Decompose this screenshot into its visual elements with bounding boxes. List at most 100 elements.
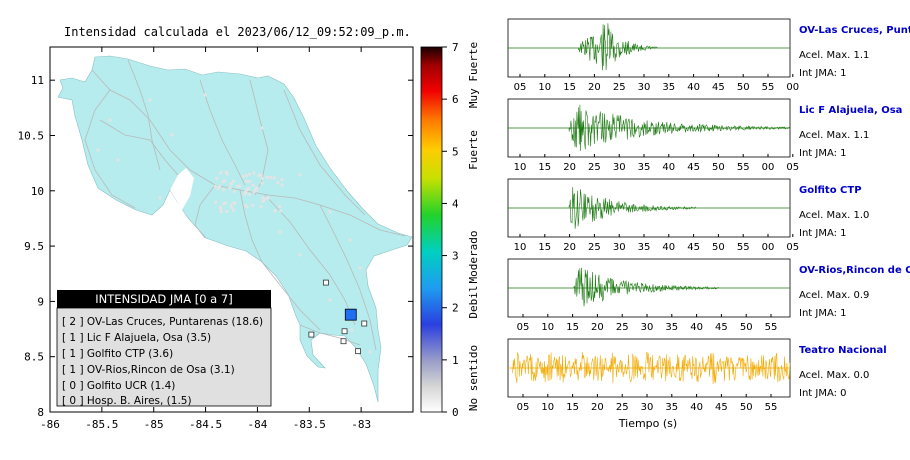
waveform-tick-label: 40 [687,82,700,93]
station-int-jma: Int JMA: 0 [799,388,847,399]
colorbar-label-no-sentido: No sentido [467,345,480,411]
map-y-tick-label: 9.5 [24,240,44,253]
map-title: Intensidad calculada el 2023/06/12_09:52… [64,25,411,39]
waveform-tick-label: 10 [514,162,527,173]
waveform-tick-label: 35 [665,402,678,413]
station-int-jma: Int JMA: 1 [799,308,847,319]
city-dot [261,196,265,200]
station-accel: Acel. Max. 1.0 [799,210,869,221]
station-name: Teatro Nacional [799,345,887,356]
city-dot [272,176,276,180]
waveform-trace [568,187,696,229]
city-dot [298,173,302,177]
colorbar-tick-label: 0 [452,406,459,419]
city-dot [247,192,251,197]
waveform-tick-label: 20 [591,322,604,333]
city-dot [236,184,240,188]
station-marker[interactable] [322,279,329,286]
waveform-panel: 05 10 15 20 25 30 35 40 45 50 55 00 OV-Las Cruces, P… [507,18,910,93]
city-dot [221,188,226,192]
map-x-tick-label: -84 [247,418,267,431]
city-dot [350,328,354,332]
station-accel: Acel. Max. 1.1 [799,130,869,141]
city-dot [278,230,282,234]
waveform-tick-label: 10 [538,82,551,93]
costa-rica-land [57,55,413,403]
city-dot [246,186,251,191]
waveform-tick-label: 40 [690,322,703,333]
colorbar-label-debil: Debil [467,285,480,318]
city-dot [232,201,236,205]
waveform-tick-label: 35 [662,82,675,93]
city-dot [368,350,372,354]
map-y-tick-label: 10 [31,185,44,198]
city-dot [232,189,237,194]
station-name: OV-Rios,Rincon de Osa [799,265,910,276]
city-dot [260,181,264,185]
station-marker[interactable] [355,348,361,355]
city-dot [251,183,255,187]
city-dot [219,210,223,214]
road-network [84,59,406,351]
waveform-panel: 10 15 20 25 30 35 40 45 50 55 00 05 Lic F Alajuela, … [507,98,902,173]
city-dot [148,98,152,102]
waveform-trace [568,104,791,152]
colorbar-tick-label: 3 [452,250,459,263]
legend-body [56,307,272,407]
waveform-tick-label: 05 [786,162,799,173]
waveform-tick-label: 10 [541,322,554,333]
waveform-tick-label: 45 [715,322,728,333]
colorbar-tick-label: 2 [452,302,459,315]
waveform-tick-label: 00 [762,162,775,173]
waveform-tick-label: 15 [566,402,579,413]
epicenter-marker[interactable] [344,308,357,321]
city-dot [158,196,162,200]
waveform-trace [578,23,659,71]
station-accel: Acel. Max. 0.9 [799,290,869,301]
time-axis-label: Tiempo (s) [618,417,677,430]
waveform-tick-label: 15 [538,162,551,173]
station-marker[interactable] [340,338,347,345]
station-accel: Acel. Max. 0.0 [799,370,869,381]
city-dot [280,183,284,187]
waveform-tick-label: 35 [638,162,651,173]
waveform-tick-label: 50 [740,402,753,413]
city-dot [244,174,249,178]
waveform-panel: 05 10 15 20 25 30 35 40 45 50 55 OV-Rios,Rincon de … [507,258,910,333]
city-dot [254,189,258,193]
city-dot [259,205,263,209]
map-x-tick-label: -83.5 [293,418,326,431]
city-dot [279,209,283,213]
waveform-tick-label: 50 [712,162,725,173]
city-dot [229,203,233,207]
city-dot [108,118,112,122]
station-marker[interactable] [361,320,368,327]
waveform-tick-label: 50 [712,242,725,253]
map-x-tick-label: -84.5 [189,418,222,431]
waveform-panel: 10 15 20 25 30 35 40 45 50 55 00 05 Golfito CTP Acel.… [507,178,869,253]
waveform-tick-label: 00 [786,82,799,93]
legend-title: INTENSIDAD JMA [0 a 7] [95,292,232,306]
city-dot [217,184,222,188]
colorbar-label-muy-fuerte: Muy Fuerte [467,42,480,108]
waveform-tick-label: 30 [613,242,626,253]
city-dot [170,133,174,137]
waveform-tick-label: 30 [638,82,651,93]
city-dot [219,171,223,175]
colorbar-label-moderado: Moderado [467,231,480,284]
station-marker[interactable] [308,331,315,338]
waveform-tick-label: 30 [613,162,626,173]
city-dot [96,148,100,152]
waveform-tick-label: 20 [591,402,604,413]
waveform-panel: 05 10 15 20 25 30 35 40 45 50 55 Teatro Nacional Ace… [507,338,887,413]
city-dot [225,209,229,214]
city-dot [224,170,229,174]
city-dot [260,176,264,180]
station-marker[interactable] [341,328,348,335]
city-dot [116,158,120,162]
waveform-tick-label: 00 [762,242,775,253]
waveform-panels: 05 10 15 20 25 30 35 40 45 50 55 00 OV-Las Cruces, P… [507,18,910,413]
waveform-tick-label: 55 [765,402,778,413]
waveform-tick-label: 45 [712,82,725,93]
legend-item: [ 0 ] Hosp. B. Aires, (1.5) [62,395,192,407]
